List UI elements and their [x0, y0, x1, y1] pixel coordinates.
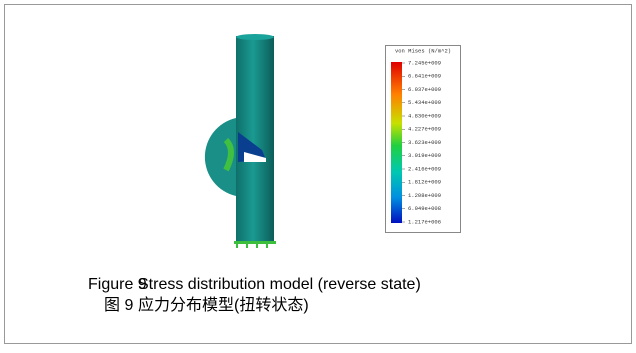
legend-value: 6.037e+009: [408, 86, 441, 93]
legend-value: 6.641e+009: [408, 73, 441, 80]
legend-value: 6.049e+008: [408, 205, 441, 212]
legend-value: 7.245e+009: [408, 59, 441, 66]
legend-value: 1.217e+006: [408, 218, 441, 225]
legend-value: 1.208e+009: [408, 192, 441, 199]
color-bar: [391, 62, 402, 223]
caption-label-zh: 图 9: [104, 297, 133, 314]
legend-value: 4.227e+009: [408, 126, 441, 133]
caption-text: Stress distribution model (reverse state…: [138, 276, 421, 293]
legend-title: von Mises (N/m^2): [395, 47, 451, 54]
document: von Mises (N/m^2) 7.245e+009 6.641e+009 6.…: [0, 0, 636, 348]
legend-value: 2.416e+009: [408, 165, 441, 172]
legend-value: 5.434e+009: [408, 99, 441, 106]
legend-value: 3.019e+009: [408, 152, 441, 159]
legend: von Mises (N/m^2) 7.245e+009 6.641e+009 6.…: [386, 46, 461, 233]
shaft-top: [236, 34, 274, 40]
legend-value: 3.623e+009: [408, 139, 441, 146]
caption-text-zh: 应力分布模型(扭转状态): [138, 295, 309, 314]
model: [205, 34, 276, 248]
legend-value: 1.812e+009: [408, 179, 441, 186]
page: von Mises (N/m^2) 7.245e+009 6.641e+009 6.…: [0, 0, 636, 348]
legend-value: 4.830e+009: [408, 112, 441, 119]
supports: [234, 241, 276, 248]
